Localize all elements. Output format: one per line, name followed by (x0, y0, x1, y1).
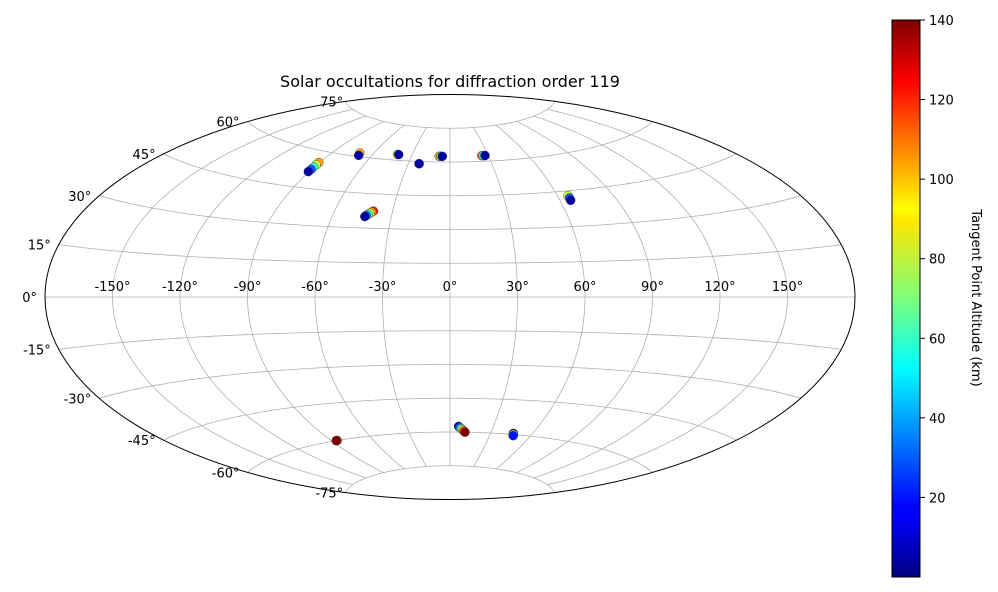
x-tick-label: 30° (506, 280, 529, 295)
occultation-point (360, 211, 370, 222)
y-tick-label: -15° (23, 343, 51, 358)
occultation-point (437, 151, 448, 162)
x-tick-labels: -150° -120° -90° -60° -30° 0° 30° 60° 90° 120° 150… (94, 280, 803, 295)
y-tick-label: 30° (68, 190, 91, 205)
colorbar-tick-label: 120 (929, 94, 954, 109)
chart-title: Solar occultations for diffraction order… (280, 72, 620, 91)
parallel-line (58, 244, 842, 264)
parallel-line (163, 153, 737, 197)
parallel-line (58, 330, 842, 350)
colorbar-ticks: 20 40 60 80 100 120 140 (920, 14, 954, 506)
x-tick-label: -150° (94, 280, 130, 295)
y-tick-label: 0° (22, 291, 37, 306)
y-tick-label: 45° (133, 148, 156, 163)
occultation-point (393, 149, 404, 160)
colorbar-tick-label: 100 (929, 173, 954, 188)
x-tick-label: -120° (162, 280, 198, 295)
colorbar-tick-label: 80 (929, 253, 946, 268)
colorbar-tick-label: 40 (929, 412, 946, 427)
occultation-point (460, 427, 470, 437)
y-tick-label: 15° (28, 239, 51, 254)
scatter-points (303, 148, 576, 446)
parallel-line (344, 101, 556, 129)
colorbar-gradient (891, 19, 921, 578)
colorbar-tick-label: 140 (929, 14, 954, 29)
x-tick-label: 120° (704, 280, 735, 295)
y-tick-label: 60° (216, 116, 239, 131)
colorbar-label: Tangent Point Altitude (km) (968, 208, 983, 386)
occultation-point (303, 166, 314, 177)
occultation-point (565, 195, 576, 206)
map-frame (44, 94, 856, 500)
x-tick-label: 150° (772, 280, 803, 295)
y-tick-labels: -75° -60° -45° -30° -15° 0° 15° 30° 45° 60° 75° (22, 95, 343, 501)
y-tick-label: -45° (128, 434, 156, 449)
occultation-point (331, 435, 341, 446)
x-tick-label: -60° (301, 280, 329, 295)
colorbar-tick-label: 20 (929, 491, 946, 506)
occultation-point (353, 150, 364, 161)
parallel-line (247, 121, 653, 163)
occultation-point (480, 150, 490, 161)
y-tick-label: -60° (212, 466, 240, 481)
colorbar-tick-label: 60 (929, 332, 946, 347)
y-tick-label: -30° (64, 392, 92, 407)
y-tick-label: -75° (315, 487, 343, 502)
grid-lines (45, 101, 855, 493)
y-tick-label: 75° (320, 95, 343, 110)
parallel-line (99, 195, 801, 230)
parallel-line (247, 431, 653, 473)
x-tick-label: 0° (443, 280, 458, 295)
occultation-point (508, 430, 518, 441)
x-tick-label: -30° (369, 280, 397, 295)
parallel-line (99, 364, 801, 399)
colorbar: 20 40 60 80 100 120 140 Tangent Point Altitude… (891, 14, 983, 578)
occultation-point (414, 158, 424, 169)
x-tick-label: -90° (234, 280, 262, 295)
x-tick-label: 60° (573, 280, 596, 295)
x-tick-label: 90° (641, 280, 664, 295)
parallel-line (163, 397, 737, 441)
parallel-line (344, 465, 556, 493)
